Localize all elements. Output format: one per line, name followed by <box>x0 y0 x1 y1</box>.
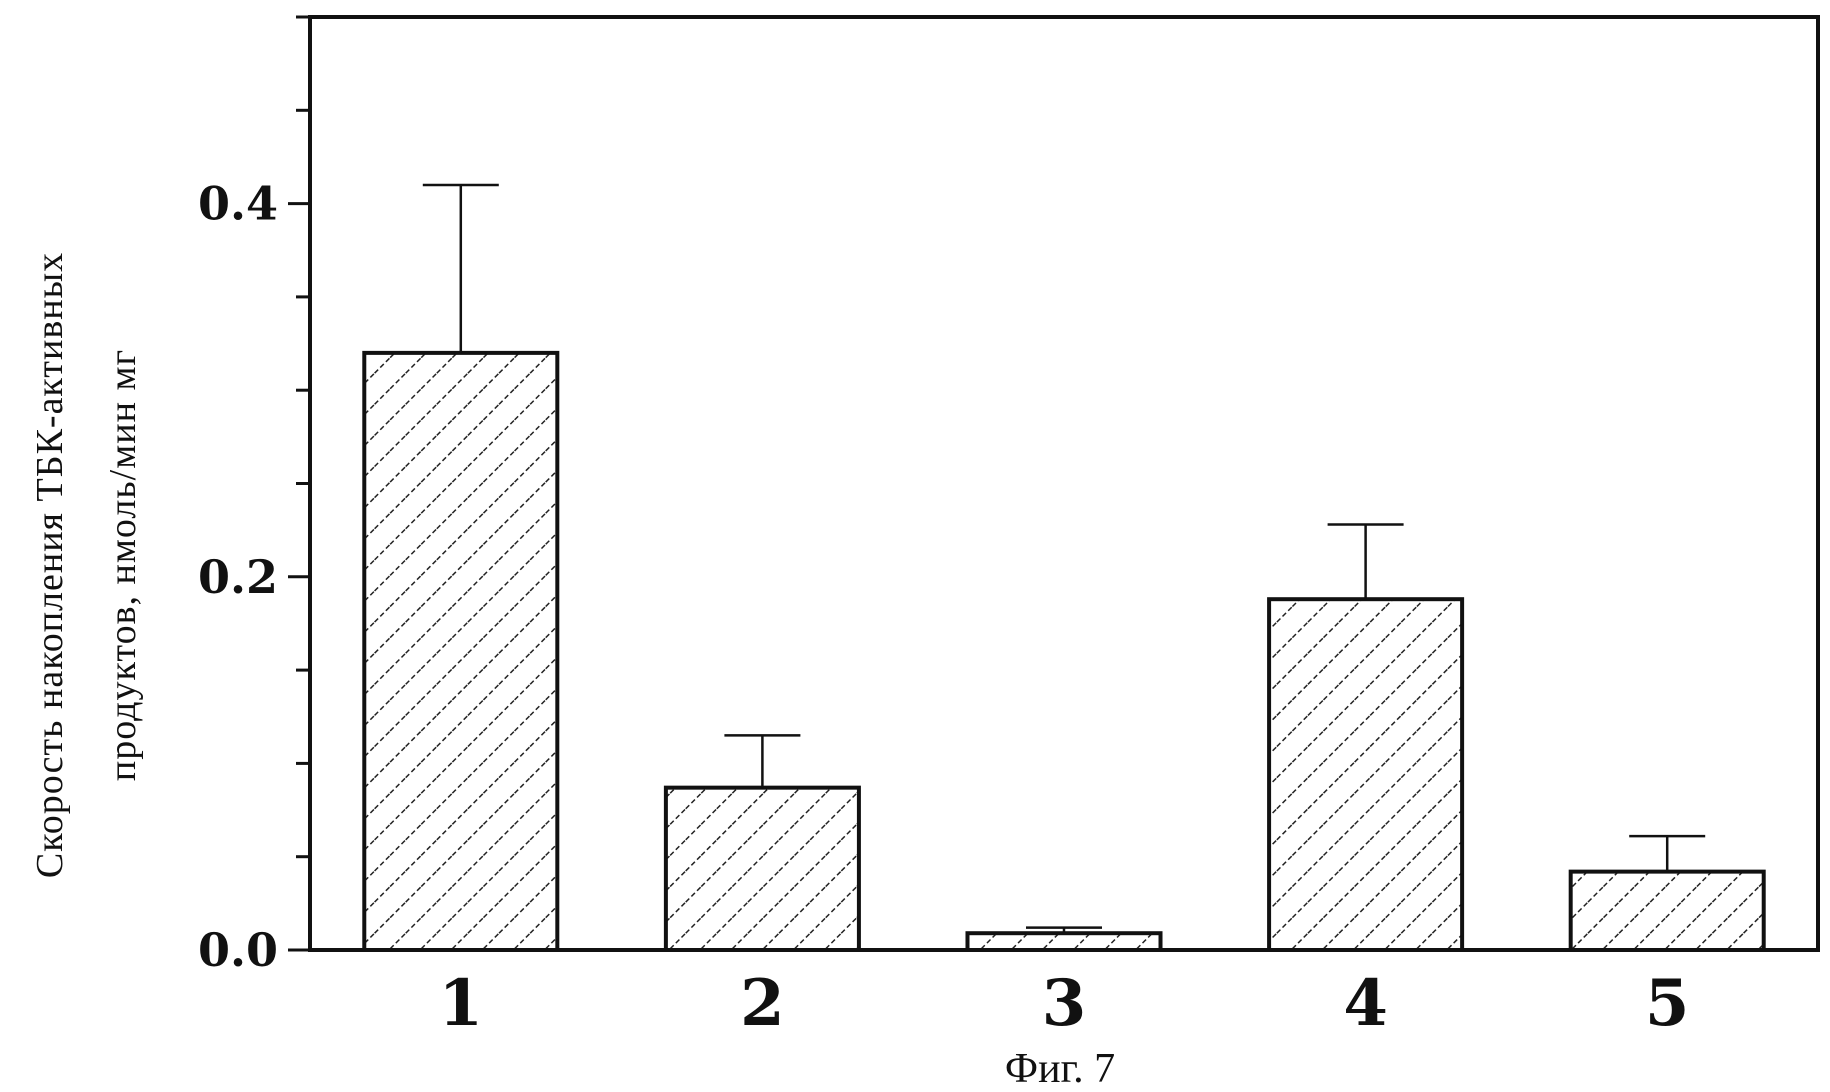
y-tick-labels-group: 0.0 0.2 0.4 <box>198 177 278 977</box>
x-tick-label-1: 1 <box>439 966 484 1041</box>
y-ticks-group <box>288 15 310 952</box>
y-axis-label-line2: продуктов, нмоль/мин мг <box>102 349 144 781</box>
y-axis-label-line1: Скорость накопления ТБК-активных <box>29 252 71 878</box>
bar-1 <box>362 350 560 952</box>
figure-caption: Фиг. 7 <box>1005 1046 1115 1092</box>
x-tick-label-4: 4 <box>1343 966 1388 1041</box>
y-tick-label: 0.2 <box>198 550 278 604</box>
bar-5 <box>1568 869 1766 952</box>
plot-frame <box>308 15 1820 952</box>
bars-group <box>362 350 1766 953</box>
x-tick-label-5: 5 <box>1645 966 1690 1041</box>
x-category-labels-group: 1 2 3 4 5 <box>439 966 1690 1041</box>
x-tick-label-2: 2 <box>740 966 785 1041</box>
y-axis-label: Скорость накопления ТБК-активных продукт… <box>29 252 144 878</box>
y-tick-label: 0.0 <box>198 923 278 977</box>
x-tick-label-3: 3 <box>1042 966 1087 1041</box>
y-tick-label: 0.4 <box>198 177 278 231</box>
bar-2 <box>663 785 861 953</box>
bar-4 <box>1267 597 1465 953</box>
bar-3 <box>965 931 1163 952</box>
error-bars-group <box>422 183 1706 934</box>
